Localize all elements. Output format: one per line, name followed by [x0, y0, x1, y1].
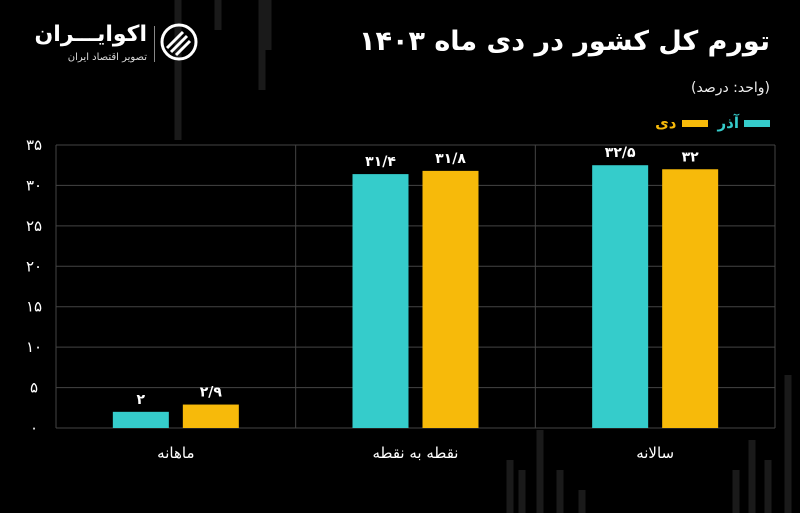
legend-label-dey: دی [655, 114, 677, 132]
bar [422, 170, 479, 429]
y-tick-label: ۰ [30, 419, 38, 437]
bar [352, 174, 409, 428]
logo-divider [154, 26, 155, 62]
y-tick-label: ۱۵ [26, 298, 42, 316]
bar [112, 411, 169, 428]
data-label: ۳۱/۴ [365, 154, 396, 170]
legend: آذر دی [645, 114, 770, 132]
bar [182, 404, 239, 428]
chart-title: تورم کل کشور در دی ماه ۱۴۰۳ [359, 26, 770, 57]
y-tick-label: ۲۰ [26, 257, 42, 275]
y-tick-label: ۲۵ [26, 217, 42, 235]
logo-tagline: تصویر اقتصاد ایران [67, 52, 147, 63]
bar [662, 169, 719, 428]
legend-item-azar: آذر [718, 114, 770, 132]
legend-label-azar: آذر [717, 114, 739, 132]
data-label: ۳۲ [682, 149, 700, 165]
data-label: ۳۱/۸ [435, 151, 466, 167]
ekoiran-logo-icon [160, 23, 198, 61]
logo-name: اکوایـــران [34, 22, 148, 47]
legend-swatch-dey [681, 119, 708, 127]
y-tick-label: ۳۵ [26, 136, 42, 154]
data-label: ۲/۹ [200, 385, 223, 401]
y-tick-label: ۱۰ [26, 338, 42, 356]
x-category-label: ماهانه [157, 444, 194, 462]
legend-item-dey: دی [655, 114, 708, 132]
data-label: ۳۲/۵ [605, 145, 636, 161]
legend-swatch-azar [744, 119, 770, 127]
y-tick-label: ۳۰ [26, 176, 42, 194]
data-label: ۲ [137, 392, 146, 408]
y-tick-label: ۵ [30, 379, 38, 397]
chart-unit-note: (واحد: درصد) [691, 80, 770, 96]
logo: اکوایـــران تصویر اقتصاد ایران [28, 20, 203, 70]
x-category-label: نقطه به نقطه [373, 444, 459, 462]
bar [592, 165, 649, 428]
x-category-label: سالانه [636, 444, 674, 462]
